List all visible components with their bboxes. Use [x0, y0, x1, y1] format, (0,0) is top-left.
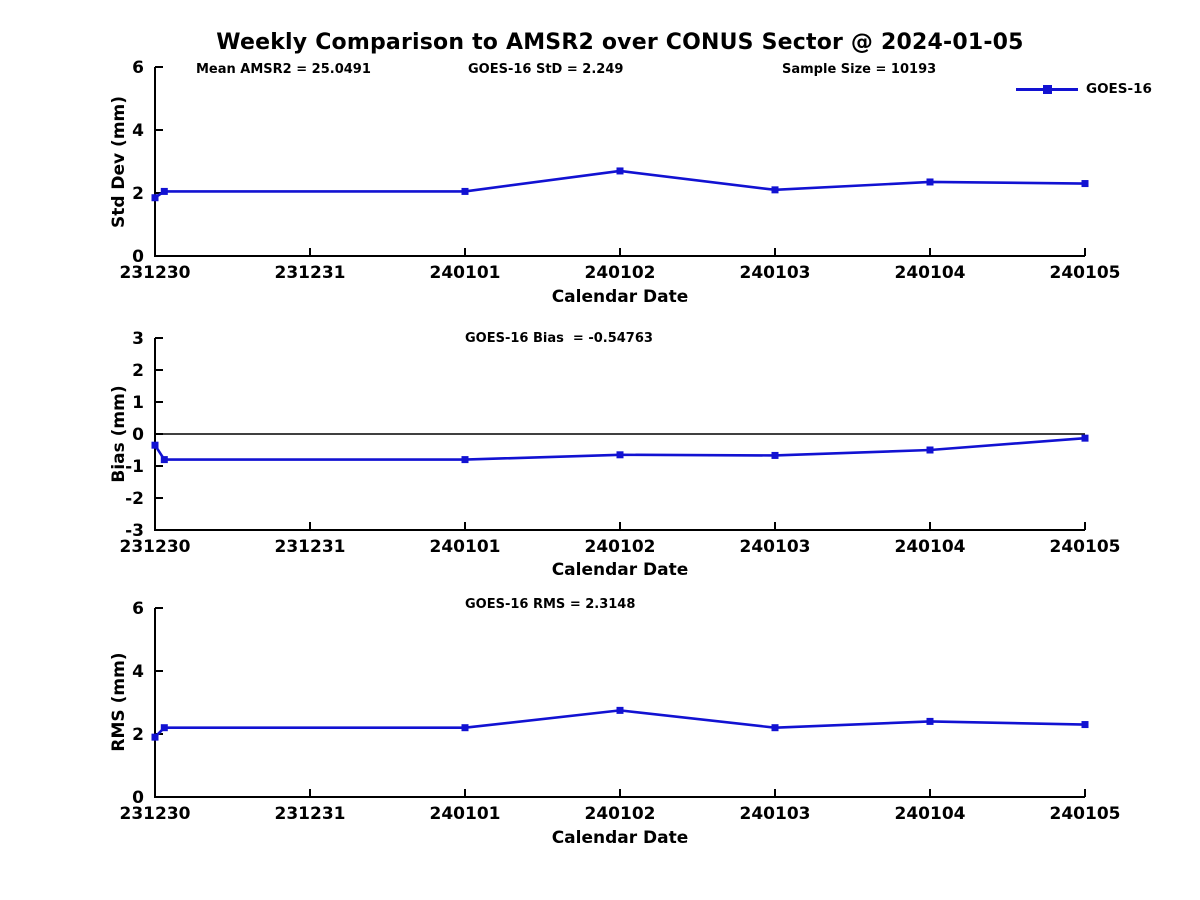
y-tick-label: 4 [132, 121, 144, 141]
y-tick-label: 2 [132, 184, 144, 204]
series-marker [160, 724, 168, 732]
x-axis-label-3: Calendar Date [551, 828, 689, 848]
annotation-sample-size: Sample Size = 10193 [782, 62, 937, 77]
y-tick-label: 1 [132, 393, 144, 413]
x-tick-label: 240103 [740, 804, 811, 824]
series-marker [1081, 721, 1089, 729]
annotation-goes16-std: GOES-16 StD = 2.249 [468, 62, 624, 77]
x-tick-label: 231230 [120, 263, 191, 283]
series-marker [461, 456, 469, 464]
y-tick-label: 0 [132, 788, 144, 808]
x-tick-label: 240101 [430, 263, 501, 283]
x-tick-label: 240101 [430, 537, 501, 557]
y-tick-label: 4 [132, 662, 144, 682]
series-marker [160, 456, 168, 464]
legend-label: GOES-16 [1086, 81, 1152, 97]
series-marker [160, 187, 168, 195]
legend-square-marker-icon [1043, 85, 1052, 94]
y-tick-label: -3 [125, 521, 144, 541]
x-tick-label: 240105 [1050, 804, 1121, 824]
y-tick-label: 2 [132, 361, 144, 381]
series-marker [461, 187, 469, 195]
series-marker [1081, 434, 1089, 442]
y-tick-label: 0 [132, 425, 144, 445]
axis-frame [154, 608, 1085, 798]
axis-frame [154, 67, 1085, 257]
series-marker [771, 451, 779, 459]
x-tick-label: 240103 [740, 263, 811, 283]
series-marker [926, 717, 934, 725]
x-tick-label: 240104 [895, 804, 966, 824]
y-tick-label: -1 [125, 457, 144, 477]
x-tick-label: 240102 [585, 263, 656, 283]
x-tick-label: 231230 [120, 804, 191, 824]
legend: GOES-16 [1016, 80, 1176, 100]
series-marker [771, 724, 779, 732]
series-marker [151, 733, 159, 741]
series-marker [616, 167, 624, 175]
series-line [153, 169, 1087, 200]
series-marker [926, 178, 934, 186]
annotation-goes16-rms: GOES-16 RMS = 2.3148 [465, 597, 636, 612]
series-marker [771, 186, 779, 194]
x-tick-label: 231231 [275, 804, 346, 824]
series-marker [926, 446, 934, 454]
chart-title: Weekly Comparison to AMSR2 over CONUS Se… [216, 30, 1024, 55]
x-tick-label: 231230 [120, 537, 191, 557]
y-tick-label: 0 [132, 247, 144, 267]
x-tick-label: 240104 [895, 537, 966, 557]
x-tick-label: 231231 [275, 263, 346, 283]
x-tick-label: 240104 [895, 263, 966, 283]
y-tick-label: 6 [132, 58, 144, 78]
series-line [153, 709, 1087, 739]
x-axis-label-2: Calendar Date [551, 560, 689, 580]
x-tick-label: 240101 [430, 804, 501, 824]
x-tick-label: 231231 [275, 537, 346, 557]
x-tick-label: 240102 [585, 537, 656, 557]
series-marker [151, 441, 159, 449]
y-tick-label: 2 [132, 725, 144, 745]
x-tick-label: 240103 [740, 537, 811, 557]
y-tick-label: 6 [132, 599, 144, 619]
x-tick-label: 240102 [585, 804, 656, 824]
annotation-goes16-bias: GOES-16 Bias = -0.54763 [465, 331, 653, 346]
y-tick-label: 3 [132, 329, 144, 349]
annotation-mean-amsr2: Mean AMSR2 = 25.0491 [196, 62, 371, 77]
series-marker [461, 724, 469, 732]
series-marker [616, 706, 624, 714]
x-tick-label: 240105 [1050, 263, 1121, 283]
y-tick-label: -2 [125, 489, 144, 509]
series-marker [616, 451, 624, 459]
x-tick-label: 240105 [1050, 537, 1121, 557]
series-marker [151, 194, 159, 202]
x-axis-label-1: Calendar Date [551, 287, 689, 307]
series-marker [1081, 180, 1089, 188]
